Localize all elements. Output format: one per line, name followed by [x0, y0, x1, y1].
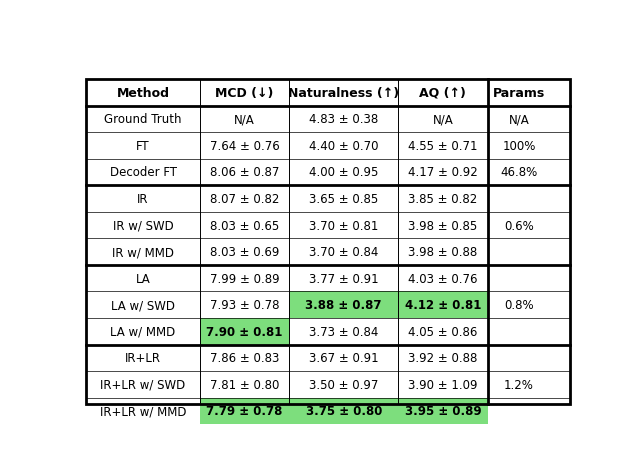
- Bar: [200, 319, 289, 345]
- Text: 3.73 ± 0.84: 3.73 ± 0.84: [309, 325, 378, 338]
- Text: IR: IR: [137, 193, 148, 206]
- Text: AQ (↑): AQ (↑): [419, 87, 467, 100]
- Text: MCD (↓): MCD (↓): [216, 87, 274, 100]
- Text: 46.8%: 46.8%: [500, 166, 538, 179]
- Text: 4.05 ± 0.86: 4.05 ± 0.86: [408, 325, 477, 338]
- Text: N/A: N/A: [509, 113, 529, 126]
- Text: 1.2%: 1.2%: [504, 378, 534, 391]
- Text: 3.98 ± 0.85: 3.98 ± 0.85: [408, 219, 477, 232]
- Text: Method: Method: [116, 87, 170, 100]
- Text: 3.88 ± 0.87: 3.88 ± 0.87: [305, 299, 382, 312]
- Text: 7.93 ± 0.78: 7.93 ± 0.78: [210, 299, 279, 312]
- Text: 3.50 ± 0.97: 3.50 ± 0.97: [309, 378, 378, 391]
- Text: 3.75 ± 0.80: 3.75 ± 0.80: [305, 405, 382, 418]
- Text: 3.70 ± 0.81: 3.70 ± 0.81: [309, 219, 378, 232]
- Text: 0.6%: 0.6%: [504, 219, 534, 232]
- Bar: [398, 398, 488, 425]
- Text: 4.83 ± 0.38: 4.83 ± 0.38: [309, 113, 378, 126]
- Text: LA w/ SWD: LA w/ SWD: [111, 299, 175, 312]
- Text: FT: FT: [136, 139, 150, 152]
- Text: 7.64 ± 0.76: 7.64 ± 0.76: [210, 139, 280, 152]
- Text: IR+LR w/ SWD: IR+LR w/ SWD: [100, 378, 186, 391]
- Text: LA: LA: [136, 272, 150, 285]
- Text: 7.90 ± 0.81: 7.90 ± 0.81: [206, 325, 283, 338]
- Text: LA w/ MMD: LA w/ MMD: [110, 325, 175, 338]
- Text: 0.8%: 0.8%: [504, 299, 534, 312]
- Text: 4.12 ± 0.81: 4.12 ± 0.81: [404, 299, 481, 312]
- Text: IR w/ MMD: IR w/ MMD: [112, 245, 174, 258]
- Text: 7.79 ± 0.78: 7.79 ± 0.78: [206, 405, 283, 418]
- Text: N/A: N/A: [234, 113, 255, 126]
- Text: 8.07 ± 0.82: 8.07 ± 0.82: [210, 193, 279, 206]
- Text: 3.85 ± 0.82: 3.85 ± 0.82: [408, 193, 477, 206]
- Bar: [200, 398, 289, 425]
- Text: IR+LR: IR+LR: [125, 351, 161, 364]
- Text: Ground Truth: Ground Truth: [104, 113, 182, 126]
- Text: Decoder FT: Decoder FT: [109, 166, 177, 179]
- Text: 3.77 ± 0.91: 3.77 ± 0.91: [309, 272, 378, 285]
- Text: 3.92 ± 0.88: 3.92 ± 0.88: [408, 351, 477, 364]
- Text: 4.40 ± 0.70: 4.40 ± 0.70: [309, 139, 378, 152]
- Text: 100%: 100%: [502, 139, 536, 152]
- Text: Naturalness (↑): Naturalness (↑): [288, 87, 399, 100]
- Text: 4.00 ± 0.95: 4.00 ± 0.95: [309, 166, 378, 179]
- Text: IR+LR w/ MMD: IR+LR w/ MMD: [100, 405, 186, 418]
- Text: 7.81 ± 0.80: 7.81 ± 0.80: [210, 378, 279, 391]
- Text: N/A: N/A: [433, 113, 453, 126]
- Text: 8.03 ± 0.69: 8.03 ± 0.69: [210, 245, 279, 258]
- Text: 3.67 ± 0.91: 3.67 ± 0.91: [309, 351, 378, 364]
- Text: 8.03 ± 0.65: 8.03 ± 0.65: [210, 219, 279, 232]
- Bar: [289, 398, 398, 425]
- Text: 3.98 ± 0.88: 3.98 ± 0.88: [408, 245, 477, 258]
- Text: 7.86 ± 0.83: 7.86 ± 0.83: [210, 351, 279, 364]
- Text: 4.03 ± 0.76: 4.03 ± 0.76: [408, 272, 477, 285]
- Text: 3.70 ± 0.84: 3.70 ± 0.84: [309, 245, 378, 258]
- Text: 3.95 ± 0.89: 3.95 ± 0.89: [404, 405, 481, 418]
- Text: 7.99 ± 0.89: 7.99 ± 0.89: [210, 272, 280, 285]
- Text: 3.90 ± 1.09: 3.90 ± 1.09: [408, 378, 477, 391]
- Bar: [398, 292, 488, 319]
- Text: 4.55 ± 0.71: 4.55 ± 0.71: [408, 139, 477, 152]
- Text: 4.17 ± 0.92: 4.17 ± 0.92: [408, 166, 477, 179]
- Text: Params: Params: [493, 87, 545, 100]
- Text: 8.06 ± 0.87: 8.06 ± 0.87: [210, 166, 279, 179]
- Text: 3.65 ± 0.85: 3.65 ± 0.85: [309, 193, 378, 206]
- Bar: [289, 292, 398, 319]
- Text: IR w/ SWD: IR w/ SWD: [113, 219, 173, 232]
